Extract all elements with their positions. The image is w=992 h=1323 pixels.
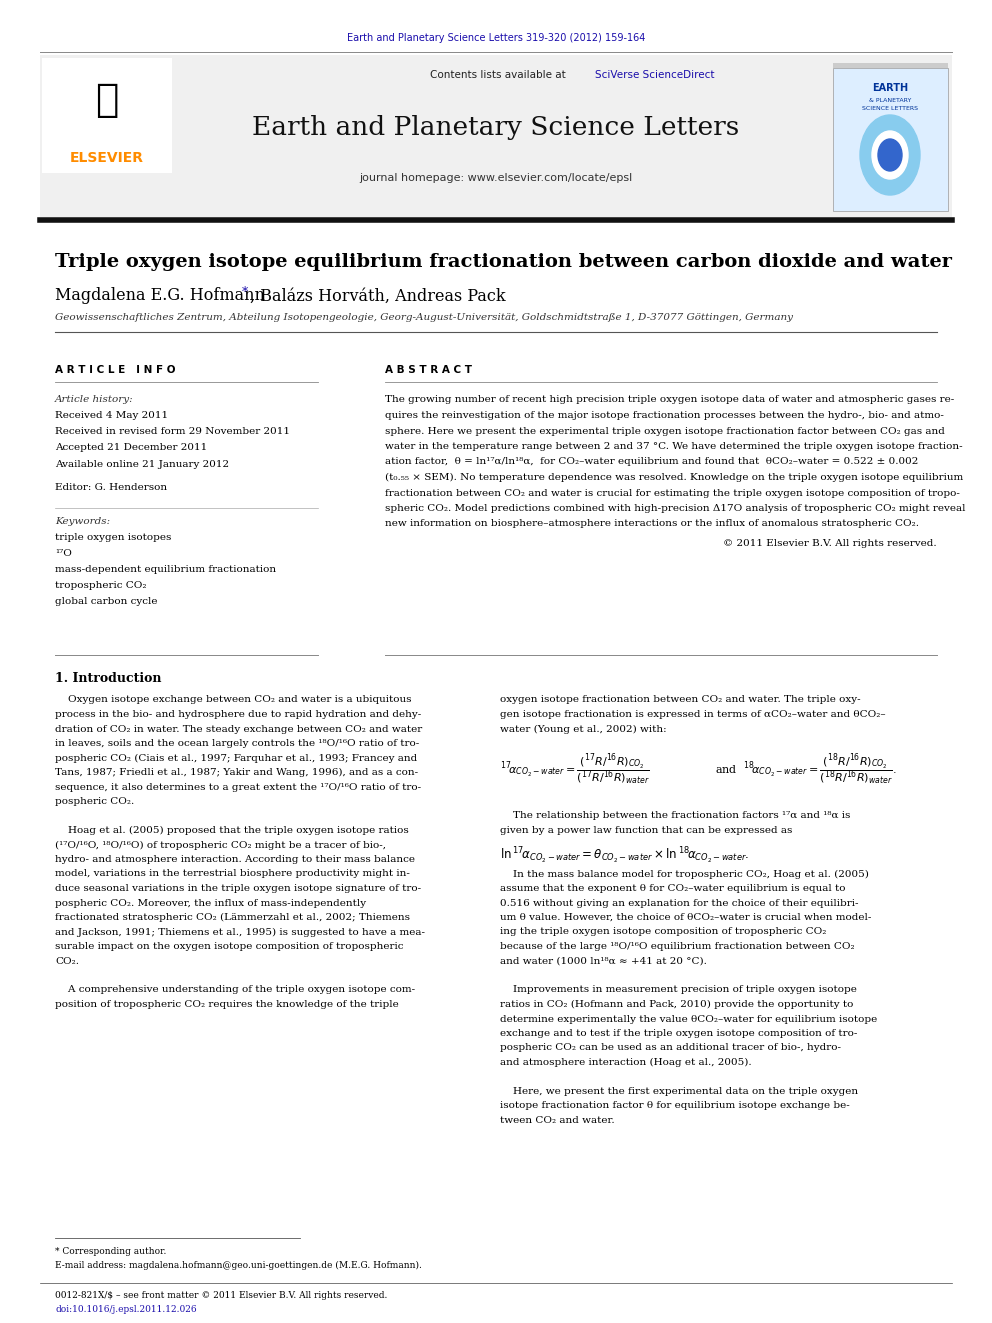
Text: and atmosphere interaction (Hoag et al., 2005).: and atmosphere interaction (Hoag et al.,… (500, 1058, 752, 1068)
Text: Received in revised form 29 November 2011: Received in revised form 29 November 201… (55, 427, 290, 437)
Text: Hoag et al. (2005) proposed that the triple oxygen isotope ratios: Hoag et al. (2005) proposed that the tri… (55, 826, 409, 835)
Text: Earth and Planetary Science Letters: Earth and Planetary Science Letters (252, 115, 740, 139)
Circle shape (878, 139, 902, 171)
Text: Here, we present the first experimental data on the triple oxygen: Here, we present the first experimental … (500, 1088, 858, 1095)
Text: SciVerse ScienceDirect: SciVerse ScienceDirect (595, 70, 714, 79)
Text: Improvements in measurement precision of triple oxygen isotope: Improvements in measurement precision of… (500, 986, 857, 995)
Text: quires the reinvestigation of the major isotope fractionation processes between : quires the reinvestigation of the major … (385, 411, 943, 419)
Text: Magdalena E.G. Hofmann: Magdalena E.G. Hofmann (55, 287, 270, 304)
Text: dration of CO₂ in water. The steady exchange between CO₂ and water: dration of CO₂ in water. The steady exch… (55, 725, 423, 733)
Text: ELSEVIER: ELSEVIER (70, 151, 144, 165)
Text: water in the temperature range between 2 and 37 °C. We have determined the tripl: water in the temperature range between 2… (385, 442, 962, 451)
Text: EARTH: EARTH (872, 83, 908, 93)
Text: water (Young et al., 2002) with:: water (Young et al., 2002) with: (500, 725, 667, 733)
Text: and Jackson, 1991; Thiemens et al., 1995) is suggested to have a mea-: and Jackson, 1991; Thiemens et al., 1995… (55, 927, 425, 937)
Text: SCIENCE LETTERS: SCIENCE LETTERS (862, 106, 918, 111)
Text: spheric CO₂. Model predictions combined with high-precision Δ17O analysis of tro: spheric CO₂. Model predictions combined … (385, 504, 965, 513)
Text: Earth and Planetary Science Letters 319-320 (2012) 159-164: Earth and Planetary Science Letters 319-… (347, 33, 645, 44)
Text: doi:10.1016/j.epsl.2011.12.026: doi:10.1016/j.epsl.2011.12.026 (55, 1306, 196, 1315)
Text: sequence, it also determines to a great extent the ¹⁷O/¹⁶O ratio of tro-: sequence, it also determines to a great … (55, 782, 422, 791)
Text: new information on biosphere–atmosphere interactions or the influx of anomalous : new information on biosphere–atmosphere … (385, 520, 919, 528)
Bar (833, 64, 948, 67)
Text: triple oxygen isotopes: triple oxygen isotopes (55, 533, 172, 542)
Text: In the mass balance model for tropospheric CO₂, Hoag et al. (2005): In the mass balance model for tropospher… (500, 869, 869, 878)
Text: Received 4 May 2011: Received 4 May 2011 (55, 411, 168, 421)
Text: 0.516 without giving an explanation for the choice of their equilibri-: 0.516 without giving an explanation for … (500, 898, 858, 908)
Text: Geowissenschaftliches Zentrum, Abteilung Isotopengeologie, Georg-August-Universi: Geowissenschaftliches Zentrum, Abteilung… (55, 314, 793, 323)
Text: , Balázs Horváth, Andreas Pack: , Balázs Horváth, Andreas Pack (250, 287, 506, 304)
Text: 🌳: 🌳 (95, 81, 119, 119)
Text: global carbon cycle: global carbon cycle (55, 598, 158, 606)
Text: pospheric CO₂ (Ciais et al., 1997; Farquhar et al., 1993; Francey and: pospheric CO₂ (Ciais et al., 1997; Farqu… (55, 753, 418, 762)
Text: pospheric CO₂ can be used as an additional tracer of bio-, hydro-: pospheric CO₂ can be used as an addition… (500, 1044, 841, 1053)
Text: fractionation between CO₂ and water is crucial for estimating the triple oxygen : fractionation between CO₂ and water is c… (385, 488, 960, 497)
Circle shape (860, 115, 920, 194)
Circle shape (872, 131, 908, 179)
Text: pospheric CO₂. Moreover, the influx of mass-independently: pospheric CO₂. Moreover, the influx of m… (55, 898, 366, 908)
Text: * Corresponding author.: * Corresponding author. (55, 1248, 167, 1257)
Text: tween CO₂ and water.: tween CO₂ and water. (500, 1117, 615, 1125)
Text: and water (1000 ln¹⁸α ≈ +41 at 20 °C).: and water (1000 ln¹⁸α ≈ +41 at 20 °C). (500, 957, 707, 966)
Text: A R T I C L E   I N F O: A R T I C L E I N F O (55, 365, 176, 374)
Bar (40, 56, 952, 217)
Text: um θ value. However, the choice of θCO₂–water is crucial when model-: um θ value. However, the choice of θCO₂–… (500, 913, 871, 922)
Text: (t₀.₅₅ × SEM). No temperature dependence was resolved. Knowledge on the triple o: (t₀.₅₅ × SEM). No temperature dependence… (385, 472, 963, 482)
Text: ${}^{17}\!\alpha_{CO_2-water} = \dfrac{(^{17}R/^{16}R)_{CO_2}}{(^{17}R/^{16}R)_{: ${}^{17}\!\alpha_{CO_2-water} = \dfrac{(… (500, 753, 650, 787)
Text: Available online 21 January 2012: Available online 21 January 2012 (55, 459, 229, 468)
Text: process in the bio- and hydrosphere due to rapid hydration and dehy-: process in the bio- and hydrosphere due … (55, 710, 422, 718)
Text: determine experimentally the value θCO₂–water for equilibrium isotope: determine experimentally the value θCO₂–… (500, 1015, 877, 1024)
Text: The growing number of recent high precision triple oxygen isotope data of water : The growing number of recent high precis… (385, 396, 954, 405)
Text: (¹⁷O/¹⁶O, ¹⁸O/¹⁶O) of tropospheric CO₂ might be a tracer of bio-,: (¹⁷O/¹⁶O, ¹⁸O/¹⁶O) of tropospheric CO₂ m… (55, 840, 386, 849)
Text: $\ln{}^{17}\!\alpha_{CO_2-water} = \theta_{CO_2-water} \times \ln{}^{18}\!\alpha: $\ln{}^{17}\!\alpha_{CO_2-water} = \thet… (500, 845, 749, 867)
Text: isotope fractionation factor θ for equilibrium isotope exchange be-: isotope fractionation factor θ for equil… (500, 1102, 850, 1110)
Text: model, variations in the terrestrial biosphere productivity might in-: model, variations in the terrestrial bio… (55, 869, 410, 878)
Text: pospheric CO₂.: pospheric CO₂. (55, 796, 134, 806)
Text: Editor: G. Henderson: Editor: G. Henderson (55, 483, 167, 492)
Text: position of tropospheric CO₂ requires the knowledge of the triple: position of tropospheric CO₂ requires th… (55, 1000, 399, 1009)
Text: CO₂.: CO₂. (55, 957, 79, 966)
Text: gen isotope fractionation is expressed in terms of αCO₂–water and θCO₂–: gen isotope fractionation is expressed i… (500, 710, 886, 718)
Text: © 2011 Elsevier B.V. All rights reserved.: © 2011 Elsevier B.V. All rights reserved… (723, 538, 937, 548)
Text: oxygen isotope fractionation between CO₂ and water. The triple oxy-: oxygen isotope fractionation between CO₂… (500, 696, 861, 705)
Text: ratios in CO₂ (Hofmann and Pack, 2010) provide the opportunity to: ratios in CO₂ (Hofmann and Pack, 2010) p… (500, 1000, 853, 1009)
Text: and  ${}^{18}\!\alpha_{CO_2-water} = \dfrac{(^{18}R/^{16}R)_{CO_2}}{(^{18}R/^{16: and ${}^{18}\!\alpha_{CO_2-water} = \dfr… (715, 753, 897, 787)
Text: *: * (242, 287, 248, 299)
Text: given by a power law function that can be expressed as: given by a power law function that can b… (500, 826, 793, 835)
Bar (833, 67, 948, 210)
Text: Tans, 1987; Friedli et al., 1987; Yakir and Wang, 1996), and as a con-: Tans, 1987; Friedli et al., 1987; Yakir … (55, 767, 418, 777)
Text: Article history:: Article history: (55, 396, 134, 405)
Text: journal homepage: www.elsevier.com/locate/epsl: journal homepage: www.elsevier.com/locat… (359, 173, 633, 183)
Text: duce seasonal variations in the triple oxygen isotope signature of tro-: duce seasonal variations in the triple o… (55, 884, 422, 893)
Text: ing the triple oxygen isotope composition of tropospheric CO₂: ing the triple oxygen isotope compositio… (500, 927, 826, 937)
Text: Triple oxygen isotope equilibrium fractionation between carbon dioxide and water: Triple oxygen isotope equilibrium fracti… (55, 253, 952, 271)
Text: fractionated stratospheric CO₂ (Lämmerzahl et al., 2002; Thiemens: fractionated stratospheric CO₂ (Lämmerza… (55, 913, 410, 922)
Text: Contents lists available at: Contents lists available at (430, 70, 569, 79)
Text: hydro- and atmosphere interaction. According to their mass balance: hydro- and atmosphere interaction. Accor… (55, 855, 415, 864)
Text: A B S T R A C T: A B S T R A C T (385, 365, 472, 374)
Text: Keywords:: Keywords: (55, 517, 110, 527)
Text: 1. Introduction: 1. Introduction (55, 672, 162, 684)
Text: Oxygen isotope exchange between CO₂ and water is a ubiquitous: Oxygen isotope exchange between CO₂ and … (55, 696, 412, 705)
Text: & PLANETARY: & PLANETARY (869, 98, 912, 102)
Text: exchange and to test if the triple oxygen isotope composition of tro-: exchange and to test if the triple oxyge… (500, 1029, 857, 1039)
Text: The relationship between the fractionation factors ¹⁷α and ¹⁸α is: The relationship between the fractionati… (500, 811, 850, 820)
Text: assume that the exponent θ for CO₂–water equilibrium is equal to: assume that the exponent θ for CO₂–water… (500, 884, 845, 893)
Text: A comprehensive understanding of the triple oxygen isotope com-: A comprehensive understanding of the tri… (55, 986, 415, 995)
Text: sphere. Here we present the experimental triple oxygen isotope fractionation fac: sphere. Here we present the experimental… (385, 426, 944, 435)
Text: ation factor,  θ = ln¹⁷α/ln¹⁸α,  for CO₂–water equilibrium and found that  θCO₂–: ation factor, θ = ln¹⁷α/ln¹⁸α, for CO₂–w… (385, 458, 919, 467)
Text: tropospheric CO₂: tropospheric CO₂ (55, 582, 147, 590)
Text: E-mail address: magdalena.hofmann@geo.uni-goettingen.de (M.E.G. Hofmann).: E-mail address: magdalena.hofmann@geo.un… (55, 1261, 422, 1270)
Text: Accepted 21 December 2011: Accepted 21 December 2011 (55, 443, 207, 452)
Bar (42, 58, 172, 173)
Text: in leaves, soils and the ocean largely controls the ¹⁸O/¹⁶O ratio of tro-: in leaves, soils and the ocean largely c… (55, 740, 420, 747)
Text: because of the large ¹⁸O/¹⁶O equilibrium fractionation between CO₂: because of the large ¹⁸O/¹⁶O equilibrium… (500, 942, 855, 951)
Text: mass-dependent equilibrium fractionation: mass-dependent equilibrium fractionation (55, 565, 276, 574)
Text: 0012-821X/$ – see front matter © 2011 Elsevier B.V. All rights reserved.: 0012-821X/$ – see front matter © 2011 El… (55, 1290, 387, 1299)
Text: surable impact on the oxygen isotope composition of tropospheric: surable impact on the oxygen isotope com… (55, 942, 404, 951)
Text: ¹⁷O: ¹⁷O (55, 549, 71, 558)
